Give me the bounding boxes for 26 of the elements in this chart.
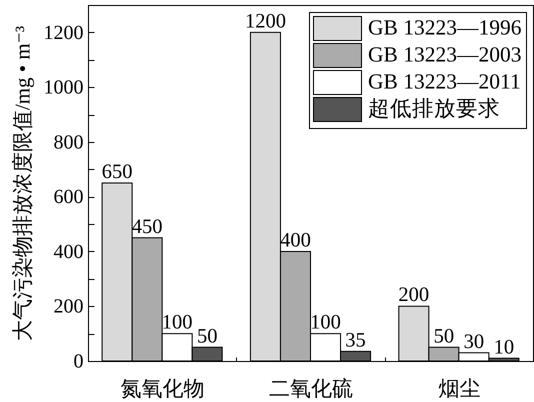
data-label: 200 bbox=[398, 284, 430, 306]
y-tick-label: 0 bbox=[74, 350, 84, 372]
data-label: 35 bbox=[345, 329, 366, 352]
data-label: 1200 bbox=[244, 10, 286, 32]
x-tick-label: 烟尘 bbox=[438, 376, 480, 400]
legend-label: GB 13223—2003 bbox=[368, 42, 522, 66]
data-label: 50 bbox=[434, 325, 454, 348]
data-label: 50 bbox=[196, 325, 218, 348]
y-tick-label: 1200 bbox=[44, 22, 84, 44]
data-label: 100 bbox=[162, 312, 193, 334]
data-label: 450 bbox=[132, 216, 163, 238]
legend-label: GB 13223—2011 bbox=[368, 70, 521, 94]
x-tick-label: 二氧化硫 bbox=[269, 376, 353, 400]
y-tick-label: 400 bbox=[54, 240, 84, 263]
y-tick-label: 800 bbox=[54, 131, 84, 154]
x-tick-label: 氮氧化物 bbox=[120, 376, 205, 400]
y-tick-label: 1000 bbox=[44, 76, 84, 99]
data-label: 30 bbox=[464, 330, 484, 353]
y-tick-label: 600 bbox=[54, 186, 84, 208]
data-label: 100 bbox=[310, 312, 341, 334]
y-axis-title: 大气污染物排放浓度限值/mg • m⁻³ bbox=[10, 26, 34, 342]
y-tick-label: 200 bbox=[54, 296, 84, 318]
legend-label: 超低排放要求 bbox=[368, 96, 500, 120]
data-label: 10 bbox=[494, 336, 514, 358]
legend-label: GB 13223—1996 bbox=[368, 16, 522, 40]
data-label: 650 bbox=[102, 161, 132, 183]
